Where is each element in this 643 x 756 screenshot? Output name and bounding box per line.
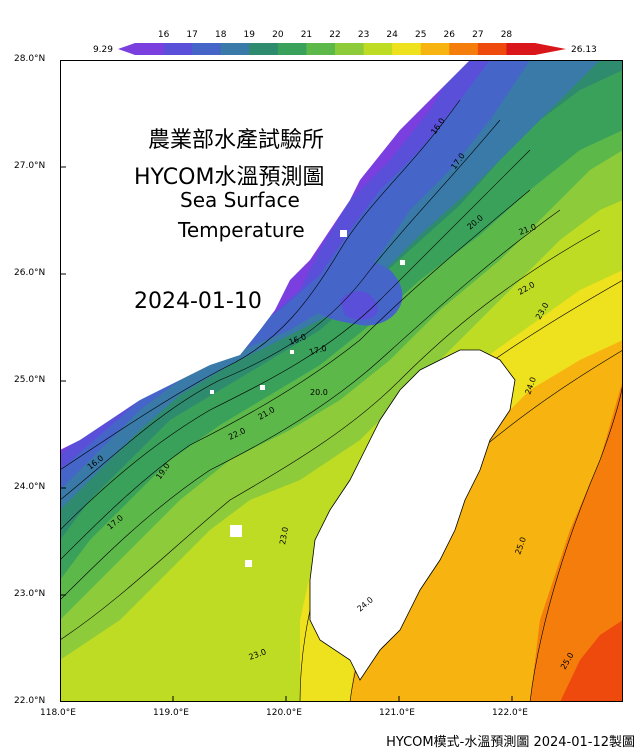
colorbar-swatch (506, 43, 536, 55)
lat-label-24: 24.0°N (14, 482, 46, 492)
sst-map: 16.0 17.0 16.0 17.0 20.0 21.0 16.0 17.0 19.0 20.0… (60, 60, 623, 702)
lat-label-25: 25.0°N (14, 375, 46, 385)
subtitle-line-1: Sea Surface (180, 188, 300, 212)
isotherm-label: 20.0 (310, 388, 328, 397)
colorbar-tick-label: 18 (215, 30, 227, 40)
colorbar-swatch (420, 43, 450, 55)
colorbar-swatch (192, 43, 222, 55)
footer-credit: HYCOM模式-水溫預測圖 2024-01-12製圖 (386, 735, 635, 750)
colorbar-tick-label: 24 (386, 30, 398, 40)
colorbar-max-label: 26.13 (571, 45, 597, 55)
lon-label-121: 121.0°E (379, 708, 415, 718)
lon-label-120: 120.0°E (266, 708, 302, 718)
lat-label-26: 26.0°N (14, 268, 46, 278)
penghu-islet (245, 560, 252, 567)
taiwan-island (309, 349, 516, 681)
lat-label-28: 28.0°N (14, 54, 46, 64)
colorbar-swatch (277, 43, 307, 55)
coastal-island (260, 385, 265, 390)
lon-label-118: 118.0°E (40, 708, 76, 718)
colorbar-tick-label: 21 (301, 30, 312, 40)
colorbar-swatch (220, 43, 250, 55)
isotherm-line (529, 379, 623, 702)
colorbar-min-arrow (118, 43, 135, 55)
colorbar-tick-label: 19 (244, 30, 256, 40)
cool-pool-core (340, 291, 378, 320)
colorbar-tick-label: 27 (472, 30, 483, 40)
isotherm-label: 17.0 (308, 344, 328, 357)
colorbar-tick-label: 17 (186, 30, 197, 40)
lat-label-22: 22.0°N (14, 696, 46, 706)
isotherm-line (60, 189, 531, 561)
coastal-island (392, 90, 398, 96)
colorbar-tick-label: 20 (272, 30, 284, 40)
colorbar-swatch (477, 43, 507, 55)
lat-label-27: 27.0°N (14, 161, 46, 171)
colorbar-swatch (392, 43, 422, 55)
colorbar-min-label: 9.29 (93, 45, 113, 55)
warm-patch (560, 620, 623, 702)
isotherm-line (60, 99, 461, 471)
isotherm-label: 23.0 (278, 526, 290, 545)
penghu-island (230, 525, 242, 537)
forecast-date: 2024-01-10 (134, 289, 262, 314)
agency-title: 農業部水產試驗所 (148, 128, 325, 153)
product-title: HYCOM水溫預測圖 (134, 165, 325, 190)
colorbar-swatch (363, 43, 393, 55)
colorbar-tick-label: 16 (158, 30, 170, 40)
lon-label-122: 122.0°E (492, 708, 528, 718)
colorbar-swatch (335, 43, 365, 55)
sst-map-drawing: 16.017.016.017.020.0 21.016.017.019.020.0… (60, 60, 623, 702)
colorbar-swatch (449, 43, 479, 55)
isotherm-line (60, 209, 561, 601)
coastal-island (400, 260, 405, 265)
lon-label-119: 119.0°E (153, 708, 189, 718)
colorbar-tick-label: 26 (444, 30, 456, 40)
lat-label-23: 23.0°N (14, 589, 46, 599)
coastal-island (355, 140, 359, 144)
colorbar-tick-label: 23 (358, 30, 369, 40)
isotherm-line (60, 119, 501, 501)
colorbar-tick-label: 28 (501, 30, 513, 40)
colorbar-tick-label: 25 (415, 30, 426, 40)
colorbar-max-arrow (535, 43, 566, 55)
subtitle-line-2: Temperature (178, 218, 305, 242)
colorbar-swatch (249, 43, 279, 55)
coastal-island (290, 350, 294, 354)
colorbar: 16 17 18 19 20 21 22 23 24 25 26 27 28 9.29 26.13 (93, 30, 597, 55)
isotherm-line (60, 149, 531, 531)
colorbar-swatch (306, 43, 336, 55)
colorbar-swatch (163, 43, 193, 55)
coastal-island (210, 390, 214, 394)
coastal-island (340, 230, 347, 237)
colorbar-swatch (135, 43, 165, 55)
isotherm-line (60, 229, 601, 641)
colorbar-tick-label: 22 (329, 30, 340, 40)
china-coast-land (60, 60, 470, 450)
